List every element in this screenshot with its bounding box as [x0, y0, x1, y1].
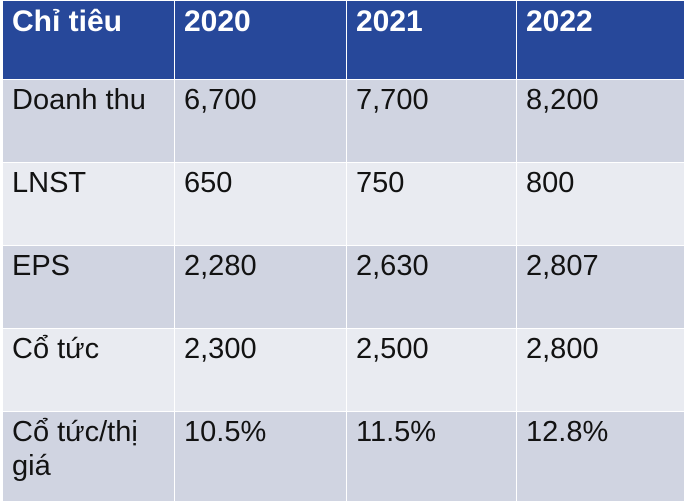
cell-2020: 650 — [174, 162, 347, 246]
cell-2021: 750 — [346, 162, 517, 246]
table-row-net-profit: LNST 650 750 800 — [2, 162, 685, 246]
table-row-revenue: Doanh thu 6,700 7,700 8,200 — [2, 79, 685, 163]
cell-2021: 2,630 — [346, 245, 517, 329]
header-year-2022: 2022 — [516, 0, 685, 80]
table-row-eps: EPS 2,280 2,630 2,807 — [2, 245, 685, 329]
cell-2022: 8,200 — [516, 79, 685, 163]
table-row-dividend: Cổ tức 2,300 2,500 2,800 — [2, 328, 685, 412]
header-year-2021: 2021 — [346, 0, 517, 80]
cell-2022: 2,807 — [516, 245, 685, 329]
cell-2022: 800 — [516, 162, 685, 246]
table-row-dividend-yield: Cổ tức/thị giá 10.5% 11.5% 12.8% — [2, 411, 685, 502]
row-label: LNST — [2, 162, 175, 246]
cell-2020: 6,700 — [174, 79, 347, 163]
cell-2022: 2,800 — [516, 328, 685, 412]
table-header-row: Chỉ tiêu 2020 2021 2022 — [2, 0, 685, 80]
header-year-2020: 2020 — [174, 0, 347, 80]
cell-2020: 2,280 — [174, 245, 347, 329]
cell-2022: 12.8% — [516, 411, 685, 502]
cell-2021: 11.5% — [346, 411, 517, 502]
row-label: Doanh thu — [2, 79, 175, 163]
cell-2021: 2,500 — [346, 328, 517, 412]
cell-2020: 2,300 — [174, 328, 347, 412]
cell-2020: 10.5% — [174, 411, 347, 502]
header-indicator: Chỉ tiêu — [2, 0, 175, 80]
row-label: Cổ tức — [2, 328, 175, 412]
row-label: EPS — [2, 245, 175, 329]
cell-2021: 7,700 — [346, 79, 517, 163]
row-label: Cổ tức/thị giá — [2, 411, 175, 502]
